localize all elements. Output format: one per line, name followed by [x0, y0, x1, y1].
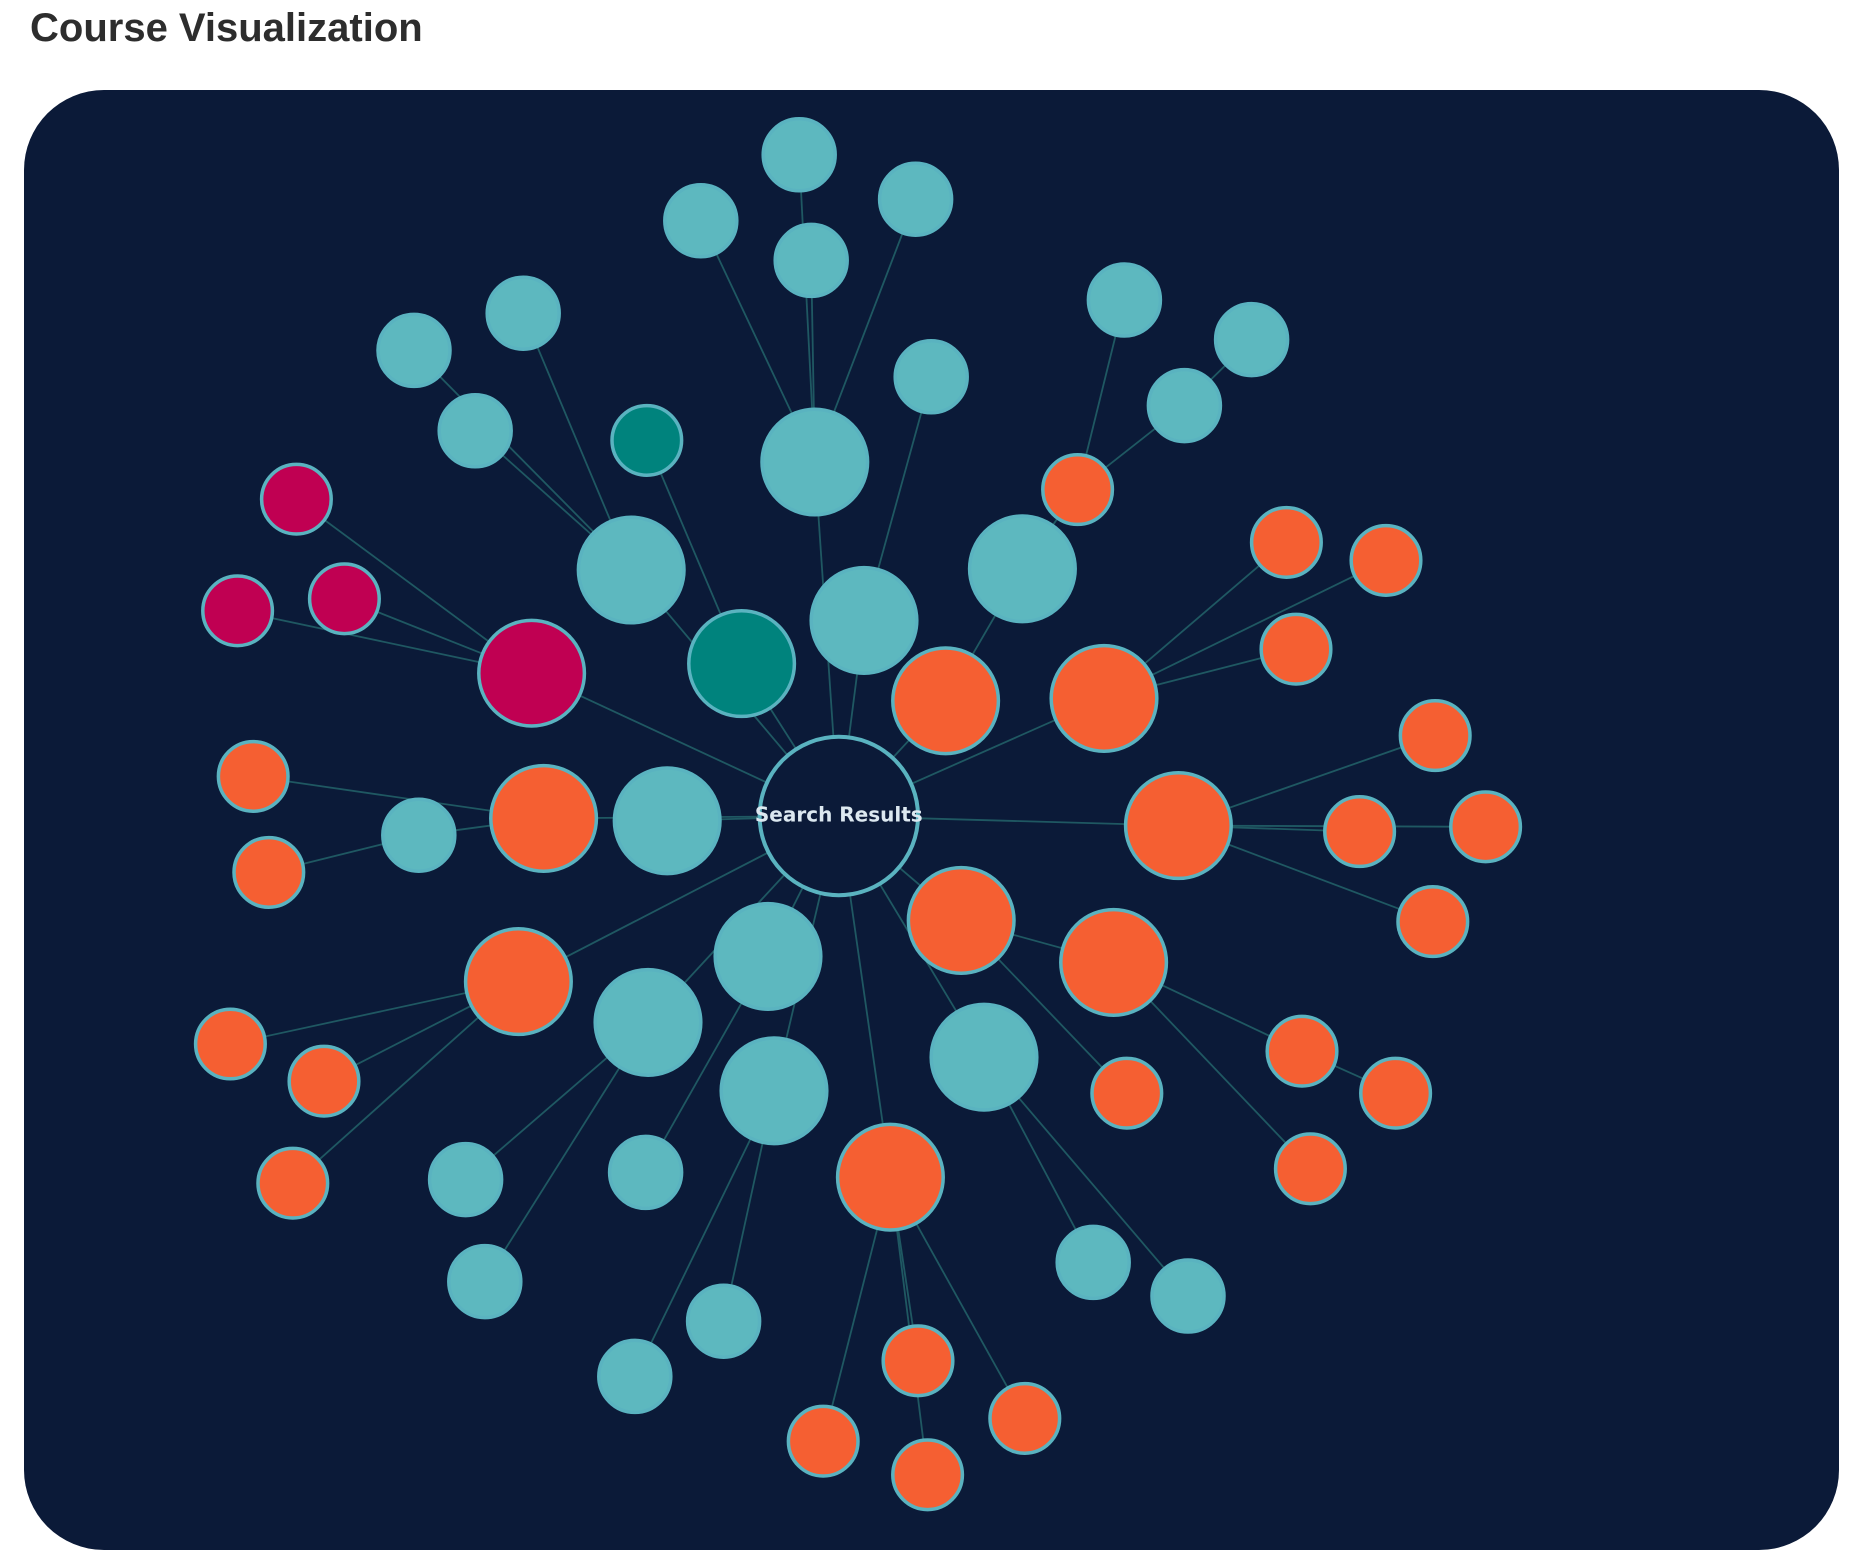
graph-node-teal[interactable] — [877, 161, 954, 237]
graph-node-teal[interactable] — [612, 766, 722, 876]
graph-node-teal[interactable] — [760, 407, 870, 517]
graph-node-teal[interactable] — [761, 117, 837, 193]
graph-node-orange[interactable] — [287, 1044, 361, 1118]
graph-node-magenta[interactable] — [259, 462, 333, 536]
graph-node-teal[interactable] — [447, 1243, 523, 1320]
graph-node-teal[interactable] — [597, 1338, 673, 1415]
graph-node-orange[interactable] — [1090, 1056, 1164, 1130]
graph-node-orange[interactable] — [1398, 699, 1472, 773]
graph-node-orange[interactable] — [906, 865, 1016, 975]
graph-node-teal[interactable] — [663, 183, 739, 259]
graph-node-teal[interactable] — [485, 275, 561, 351]
center-node-label: Search Results — [755, 803, 923, 827]
graph-node-orange[interactable] — [256, 1146, 330, 1220]
graph-node-orange[interactable] — [1259, 612, 1333, 686]
graph-node-teal[interactable] — [376, 312, 452, 389]
graph-node-magenta[interactable] — [477, 618, 587, 728]
graph-node-teal[interactable] — [1146, 367, 1223, 444]
graph-node-orange[interactable] — [891, 1438, 965, 1512]
graph-node-orange[interactable] — [216, 739, 290, 813]
graph-node-teal[interactable] — [576, 515, 686, 625]
graph-node-orange[interactable] — [786, 1404, 860, 1478]
graph-node-magenta[interactable] — [201, 574, 275, 648]
graph-node-orange[interactable] — [1249, 505, 1323, 579]
center-node[interactable] — [757, 734, 920, 898]
graph-node-orange[interactable] — [232, 835, 306, 909]
graph-node-orange[interactable] — [835, 1122, 945, 1232]
course-visualization-panel[interactable]: Search Results — [24, 90, 1839, 1550]
graph-node-orange[interactable] — [1273, 1132, 1347, 1206]
graph-node-teal[interactable] — [437, 393, 513, 469]
graph-node-orange[interactable] — [1041, 453, 1115, 527]
graph-nodes — [193, 117, 1523, 1512]
graph-node-orange[interactable] — [881, 1324, 955, 1398]
graph-node-orange[interactable] — [1359, 1056, 1433, 1130]
graph-node-teal[interactable] — [1086, 262, 1163, 338]
page-title: Course Visualization — [30, 6, 423, 50]
graph-node-teal[interactable] — [685, 1283, 762, 1359]
graph-node-teal[interactable] — [1213, 301, 1290, 378]
graph-node-orange[interactable] — [489, 763, 599, 873]
graph-node-teal[interactable] — [929, 1002, 1039, 1112]
graph-node-teal[interactable] — [713, 901, 823, 1011]
graph-node-dark-teal[interactable] — [687, 609, 797, 719]
graph-node-orange[interactable] — [463, 927, 573, 1037]
graph-node-magenta[interactable] — [307, 562, 381, 636]
graph-node-orange[interactable] — [1265, 1014, 1339, 1088]
graph-node-orange[interactable] — [1349, 523, 1423, 597]
graph-node-teal[interactable] — [593, 967, 703, 1077]
graph-node-orange[interactable] — [193, 1007, 267, 1081]
course-graph[interactable]: Search Results — [24, 90, 1839, 1550]
graph-node-teal[interactable] — [809, 565, 919, 675]
graph-node-teal[interactable] — [381, 797, 457, 873]
graph-node-orange[interactable] — [1323, 795, 1397, 869]
graph-node-orange[interactable] — [1449, 790, 1523, 864]
graph-node-orange[interactable] — [891, 646, 1001, 756]
graph-node-orange[interactable] — [1123, 771, 1233, 881]
graph-node-teal[interactable] — [1150, 1258, 1226, 1334]
graph-node-teal[interactable] — [967, 514, 1077, 624]
graph-node-orange[interactable] — [988, 1381, 1062, 1455]
graph-node-orange[interactable] — [1396, 885, 1470, 959]
graph-node-teal[interactable] — [719, 1036, 829, 1146]
graph-node-teal[interactable] — [773, 222, 849, 299]
graph-node-orange[interactable] — [1059, 907, 1169, 1017]
graph-node-dark-teal[interactable] — [610, 403, 684, 477]
graph-node-teal[interactable] — [893, 339, 969, 415]
center-node-group: Search Results — [755, 734, 923, 898]
graph-node-teal[interactable] — [607, 1134, 684, 1211]
graph-node-orange[interactable] — [1049, 643, 1159, 753]
graph-node-teal[interactable] — [427, 1141, 504, 1218]
graph-node-teal[interactable] — [1055, 1224, 1131, 1301]
